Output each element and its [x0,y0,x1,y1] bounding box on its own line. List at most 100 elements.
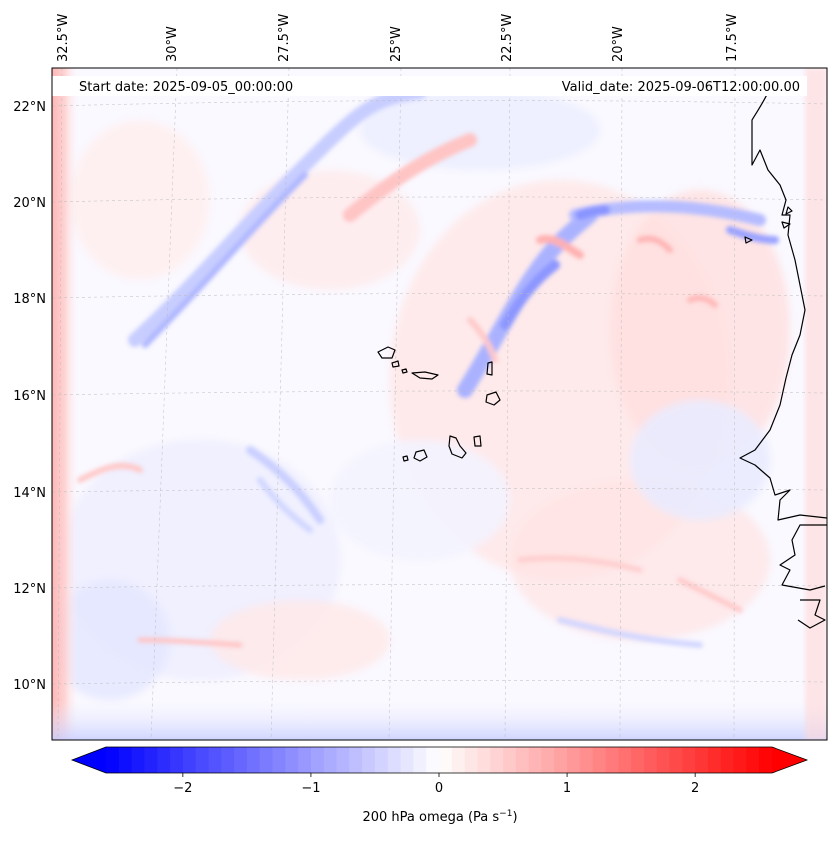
colorbar-segment [490,747,504,773]
colorbar-segment [336,747,350,773]
longitude-label: 30°W [165,26,180,62]
latitude-label: 12°N [13,582,46,597]
colorbar-segment [272,747,286,773]
longitude-label: 32.5°W [56,14,71,62]
colorbar-segment [362,747,376,773]
colorbar-segment [208,747,222,773]
cape-verde-santo-antao [377,346,396,359]
colorbar-segment [221,747,235,773]
colorbar-tick-label: 1 [563,781,571,796]
colorbar-outline [70,746,809,774]
colorbar-segment [618,747,632,773]
colorbar-tick-label: 0 [435,781,443,796]
colorbar-label-exponent: −1 [499,809,512,819]
map-border [51,67,828,741]
colorbar-extend-max [772,747,807,773]
longitude-label: 22.5°W [500,14,515,62]
colorbar-segment [285,747,299,773]
colorbar-tick-label: −1 [301,781,320,796]
colorbar-segment [131,747,146,773]
colorbar-segment [451,747,466,773]
colorbar-segment [246,747,261,773]
latitude-label: 10°N [13,678,46,693]
colorbar-segment [106,747,120,773]
colorbar-segment [157,747,171,773]
header-strip [52,76,807,96]
colorbar-segment [695,747,709,773]
longitude-labels: 32.5°W 30°W 27.5°W 25°W 22.5°W 20°W 17.5°W [56,14,740,62]
latitude-labels: 22°N 20°N 18°N 16°N 14°N 12°N 10°N [13,100,46,693]
colorbar-segment [323,747,338,773]
omega-field-map: Start date: 2025-09-05_00:00:00 Valid_da… [52,68,827,740]
colorbar-segment [298,747,312,773]
colorbar-segment [387,747,402,773]
colorbar-segment [759,747,773,773]
cape-verde-santa-luzia [401,368,408,374]
colorbar-label-main: 200 hPa omega (Pa s [362,810,499,825]
colorbar-segment [631,747,645,773]
cape-verde-santiago [448,435,467,459]
latitude-label: 20°N [13,196,46,211]
colorbar-segment [515,747,530,773]
colorbar-segment [118,747,133,773]
latitude-label: 18°N [13,292,46,307]
coastlines [377,87,827,629]
bijagos-islands [744,206,793,244]
colorbar-extend-min [72,747,106,773]
colorbar-segment [400,747,414,773]
longitude-label: 27.5°W [277,14,292,62]
colorbar-segment [374,747,389,773]
colorbar-segment [503,747,517,773]
colorbar-segment [439,747,453,773]
field-patches [52,90,790,700]
colorbar-segment [746,747,760,773]
colorbar-segment [234,747,248,773]
longitude-label: 17.5°W [725,14,740,62]
colorbar-segment [528,747,543,773]
longitude-label: 20°W [611,26,626,62]
colorbar-segment [170,747,184,773]
africa-coast [739,87,827,521]
colorbar-segment [554,747,568,773]
latitude-label: 22°N [13,100,46,115]
colorbar-segment [464,747,479,773]
colorbar-segment [707,747,722,773]
africa-coast-south [779,524,827,629]
cape-verde-boa-vista [485,391,501,406]
colorbar-segment [567,747,581,773]
start-date-label: Start date: 2025-09-05_00:00:00 [79,80,293,95]
valid-date-label: Valid_date: 2025-09-06T12:00:00.00 [562,80,800,95]
colorbar-segment [733,747,747,773]
colorbar-segment [477,747,491,773]
colorbar-segment [310,747,325,773]
colorbar-segment [349,747,363,773]
cape-verde-sal [486,361,493,376]
colorbar-segment [720,747,735,773]
colorbar-segment [682,747,696,773]
colorbar-segment [413,747,427,773]
cape-verde-fogo [413,449,428,462]
colorbar-segment [643,747,658,773]
colorbar-segment [182,747,197,773]
latitude-label: 16°N [13,389,46,404]
colorbar-segment [426,747,440,773]
cape-verde-maio [473,435,482,447]
cape-verde-sao-vicente [391,360,400,368]
field-edge-bottom [52,700,827,740]
colorbar-segment [195,747,210,773]
colorbar-segment [592,747,607,773]
colorbar-segment [541,747,555,773]
colorbar-tick-label: −2 [173,781,192,796]
cape-verde-sao-nicolau [411,371,439,380]
longitude-label: 25°W [389,26,404,62]
colorbar-tick-label: 2 [691,781,699,796]
colorbar-label-end: ) [512,810,517,825]
gridlines [52,68,827,740]
field-edge-right [805,68,827,740]
cape-verde-brava [402,455,409,462]
colorbar-segment [259,747,274,773]
colorbar-segment [579,747,594,773]
field-edge-left [52,68,78,740]
colorbar-segment [669,747,683,773]
